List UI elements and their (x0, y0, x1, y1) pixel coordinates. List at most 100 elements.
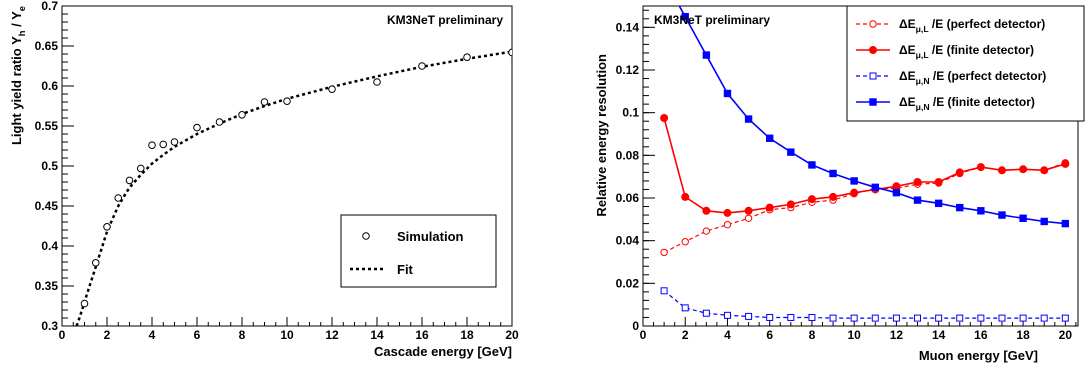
y-axis-title: Relative energy resolution (594, 54, 609, 217)
x-tick-label: 8 (809, 328, 816, 342)
data-point (787, 148, 795, 156)
data-point (935, 314, 943, 322)
y-tick-label: 0.5 (41, 159, 58, 173)
data-point (660, 248, 668, 257)
legend-label: ΔEμ,N /E (perfect detector) (899, 69, 1046, 86)
simulation-point (215, 118, 224, 126)
y-tick-label: 0.04 (616, 234, 640, 248)
y-tick-label: 0.02 (616, 276, 640, 290)
x-tick-label: 14 (932, 328, 946, 342)
simulation-point (80, 299, 89, 308)
data-point (681, 12, 689, 21)
x-tick-label: 18 (1016, 328, 1030, 342)
data-point (829, 192, 838, 201)
data-point (1040, 166, 1049, 175)
energy-resolution-chart: 0 2 4 6 8 10 12 14 16 18 20 0 0.02 0.04 0.06 0.08 0.1 0.1… (594, 5, 1085, 363)
y-tick-label: 0.55 (35, 119, 59, 133)
x-tick-label: 4 (149, 328, 156, 342)
preliminary-label: KM3NeT preliminary (387, 13, 503, 27)
x-tick-label: 16 (415, 328, 429, 342)
legend-marker (869, 98, 877, 106)
legend-label: Simulation (397, 229, 464, 244)
legend-box (340, 214, 497, 288)
y-tick-label: 0.35 (35, 279, 59, 293)
simulation-point (418, 62, 426, 70)
simulation-point (148, 141, 156, 149)
legend-label: ΔEμ,L /E (finite detector) (899, 43, 1034, 60)
data-point (723, 208, 732, 217)
data-point (702, 51, 711, 59)
legend-label: ΔEμ,N /E (finite detector) (899, 95, 1035, 112)
y-axis-title: Light yield ratio Yh / Ye (9, 6, 27, 145)
data-point (1040, 314, 1048, 322)
data-point (977, 207, 985, 215)
data-point (1040, 217, 1048, 226)
plot-area (75, 48, 512, 326)
data-point (745, 312, 753, 320)
x-tick-label: 6 (766, 328, 773, 342)
data-point (681, 238, 689, 246)
data-point (766, 313, 774, 321)
x-tick-label: 20 (1059, 328, 1073, 342)
y-tick-label: 0.14 (616, 20, 640, 34)
data-point (744, 115, 753, 123)
data-point (998, 314, 1006, 322)
simulation-point (103, 223, 111, 231)
y-tick-label: 0.7 (41, 0, 58, 13)
legend: Simulation Fit (340, 214, 497, 288)
simulation-point (193, 123, 201, 132)
y-tick-label: 0 (632, 319, 639, 333)
series-1 (660, 159, 1070, 257)
data-point (660, 114, 669, 122)
y-tick-label: 0.08 (616, 148, 640, 162)
data-point (723, 311, 731, 319)
data-point (702, 227, 711, 235)
y-tick-label: 0.4 (41, 239, 58, 253)
data-point (723, 220, 732, 229)
data-point (892, 182, 901, 191)
y-tick-label: 0.3 (41, 319, 58, 333)
y-tick-label: 0.12 (616, 63, 640, 77)
data-point (1061, 219, 1070, 228)
data-point (744, 206, 753, 215)
simulation-point (463, 53, 471, 62)
data-point (681, 304, 689, 312)
data-point (977, 314, 985, 322)
series-4 (678, 6, 1070, 228)
data-point (1061, 314, 1069, 322)
data-point (702, 206, 711, 215)
data-point (913, 178, 922, 186)
x-axis-title: Cascade energy [GeV] (374, 344, 512, 359)
x-tick-label: 4 (724, 328, 731, 342)
data-point (892, 188, 901, 197)
data-point (681, 192, 690, 201)
x-tick-label: 2 (682, 328, 689, 342)
simulation-point (159, 140, 168, 149)
x-tick-label: 14 (370, 328, 384, 342)
simulation-point (328, 85, 336, 93)
x-tick-label: 6 (194, 328, 201, 342)
simulation-point (238, 111, 246, 119)
data-point (829, 314, 837, 322)
data-point (744, 214, 753, 222)
data-point (934, 178, 943, 186)
legend-marker (869, 20, 877, 28)
x-tick-label: 10 (847, 328, 861, 342)
legend-box (846, 5, 1085, 122)
simulation-point (283, 97, 291, 105)
data-point (808, 161, 816, 169)
series-3 (660, 287, 1069, 322)
x-tick-label: 12 (325, 328, 339, 342)
data-point (892, 314, 900, 322)
data-point (913, 196, 922, 204)
data-point (807, 195, 816, 204)
simulation-point (136, 164, 145, 173)
simulation-point (260, 98, 269, 106)
data-point (998, 211, 1006, 219)
data-point (850, 188, 859, 197)
legend-marker (869, 72, 877, 80)
x-tick-label: 18 (460, 328, 474, 342)
data-point (765, 134, 774, 142)
data-point (871, 183, 879, 192)
